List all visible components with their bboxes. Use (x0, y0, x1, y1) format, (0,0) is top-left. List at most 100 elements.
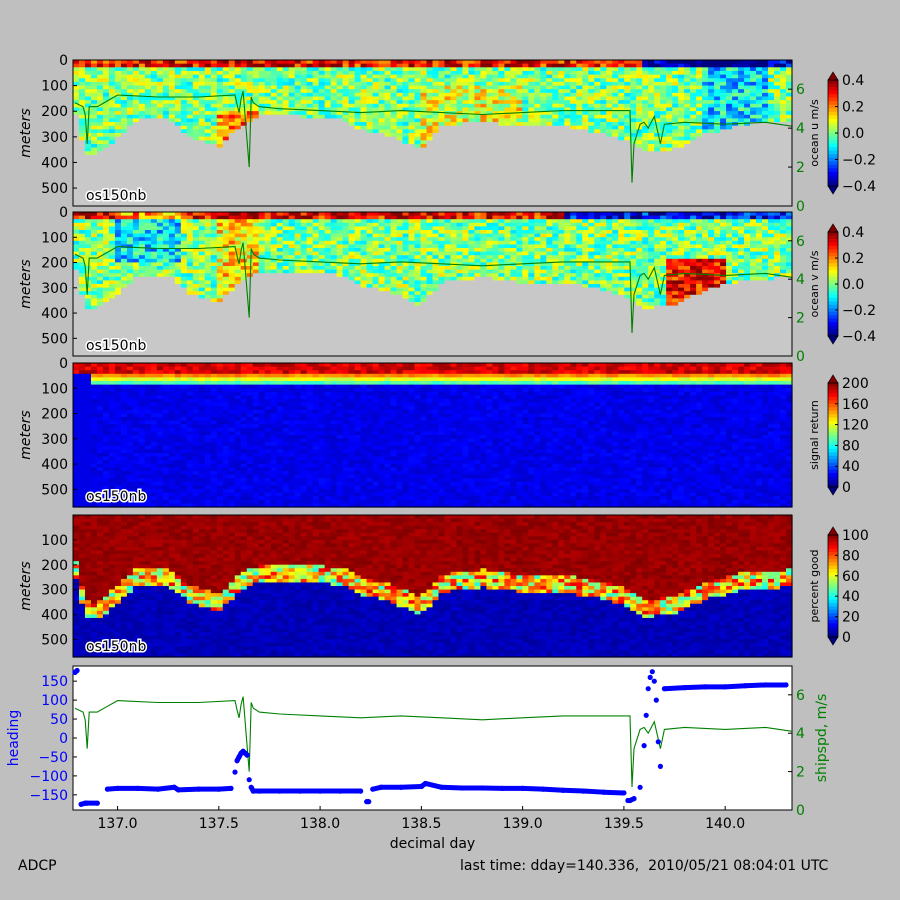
colorbar-swatch (828, 393, 838, 398)
colorbar-swatch (828, 87, 838, 92)
colorbar-swatch (828, 448, 838, 453)
heading-band (155, 784, 177, 792)
percent-good-heatmap (73, 515, 793, 658)
colorbar-tick-label: 80 (842, 548, 860, 564)
percent-good-frame (72, 514, 793, 658)
heading-point (653, 697, 659, 703)
colorbar-swatch (828, 616, 838, 621)
heading-point (643, 712, 649, 718)
instrument-label: os150nb (86, 639, 146, 655)
instrument-label: os150nb (86, 338, 146, 354)
heading-band (722, 683, 748, 690)
ocean-u-colorbar: 0.4 0.2 0.0 −0.2 −0.4 ocean u m/s (808, 71, 876, 195)
colorbar-tick-label: 0 (842, 630, 851, 646)
colorbar-swatch (828, 562, 838, 567)
colorbar-swatch (828, 558, 838, 563)
colorbar-swatch (828, 469, 838, 474)
colorbar-swatch (828, 389, 838, 394)
colorbar-swatch (828, 136, 838, 141)
colorbar-swatch (828, 589, 838, 594)
colorbar-swatch (828, 630, 838, 635)
heading-band (580, 788, 607, 795)
colorbar-swatch (828, 428, 838, 433)
colorbar-swatch (828, 565, 838, 570)
colorbar-swatch (828, 108, 838, 113)
day-tick-label: 137.0 (98, 816, 138, 832)
heading-band (661, 685, 688, 692)
colorbar-swatch (828, 308, 838, 313)
colorbar-swatch (828, 97, 838, 102)
colorbar-tick-label: −0.4 (842, 179, 876, 195)
ocean-u-panel: 0100200300400500metersos150nbos150nb6420… (18, 53, 876, 215)
shipspd-tick-label: 2 (796, 765, 805, 781)
colorbar-tick-label: −0.2 (842, 153, 876, 169)
colorbar-tick-label: 40 (842, 459, 860, 475)
colorbar-swatch (828, 459, 838, 464)
shipspd-tick-label: 4 (796, 121, 805, 137)
colorbar-swatch (828, 266, 838, 271)
colorbar-swatch (828, 263, 838, 268)
depth-tick-label: 500 (41, 331, 68, 347)
colorbar-tick-label: 0.4 (842, 73, 864, 89)
day-tick-label: 139.5 (604, 816, 644, 832)
colorbar-swatch (828, 252, 838, 257)
colorbar-swatch (828, 455, 838, 460)
colorbar-swatch (828, 273, 838, 278)
colorbar-swatch (828, 545, 838, 550)
depth-tick-label: 0 (59, 205, 68, 221)
colorbar-max-arrow (827, 374, 839, 384)
heading-point (647, 674, 653, 681)
heading-point (641, 743, 647, 749)
heading-band (520, 785, 546, 792)
heading-point (645, 686, 651, 692)
colorbar-swatch (828, 552, 838, 556)
colorbar-tick-label: 0.2 (842, 251, 864, 267)
colorbar-swatch (828, 182, 838, 187)
colorbar-swatch (828, 329, 838, 334)
shipspd-axis-label: shipspd, m/s (814, 694, 830, 783)
colorbar-max-arrow (827, 526, 839, 536)
depth-tick-label: 300 (41, 130, 68, 146)
heading-band (398, 784, 424, 790)
heading-band (242, 750, 250, 758)
colorbar-swatch (828, 80, 838, 85)
colorbar-swatch (828, 592, 838, 597)
colorbar-swatch (828, 476, 838, 481)
colorbar-frame (827, 534, 839, 638)
colorbar-min-arrow (827, 335, 839, 345)
colorbar-swatch (828, 599, 838, 604)
shipspd-tick-label: 6 (796, 82, 805, 98)
signal-return-panel: 0100200300400500metersos150nbos150nb2001… (18, 356, 869, 508)
colorbar-swatch (828, 122, 838, 127)
colorbar-swatch (828, 541, 838, 546)
colorbar-swatch (828, 259, 838, 264)
depth-axis-label: meters (18, 561, 34, 610)
depth-tick-label: 0 (59, 356, 68, 372)
depth-tick-label: 100 (41, 230, 68, 246)
depth-tick-label: 400 (41, 306, 68, 322)
shipspd-tick-label: 6 (796, 688, 805, 704)
ocean-v-shipspd-line (74, 242, 793, 334)
colorbar-swatch (828, 143, 838, 148)
colorbar-swatch (828, 480, 838, 485)
colorbar-swatch (828, 462, 838, 467)
colorbar-tick-label: −0.4 (842, 329, 876, 345)
heading-point (232, 769, 238, 775)
percent-good-panel: 100200300400500metersos150nbos150nb10080… (18, 514, 869, 658)
colorbar-swatch (828, 154, 838, 159)
heading-point (649, 669, 655, 675)
signal-return-colorbar: 200 160 120 80 40 0 signal return (808, 374, 869, 496)
colorbar-frame (827, 382, 839, 488)
heading-band (601, 789, 627, 796)
colorbar-swatch (828, 90, 838, 95)
colorbar-tick-label: 200 (842, 376, 869, 392)
colorbar-swatch (828, 596, 838, 601)
colorbar-swatch (828, 115, 838, 120)
colorbar-swatch (828, 421, 838, 426)
depth-axis-label: meters (18, 410, 34, 459)
colorbar-tick-label: 160 (842, 397, 869, 413)
heading-shipspd-panel: 150 100 50 0 −50 −100 −150 6 4 2 0 137.0 137.5 138.0 1… (6, 665, 830, 852)
instrument-label-halo: os150nb (86, 639, 146, 655)
colorbar-swatch (828, 277, 838, 282)
